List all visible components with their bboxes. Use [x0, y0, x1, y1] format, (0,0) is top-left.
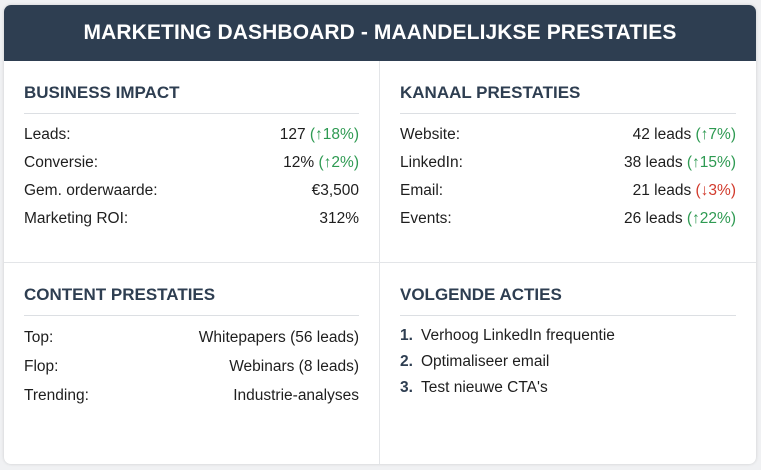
metric-row: Leads: 127 (↑18%): [24, 121, 359, 149]
action-number: 1.: [400, 327, 413, 344]
metric-row: Marketing ROI: 312%: [24, 205, 359, 233]
kanaal-prestaties-panel: KANAAL PRESTATIES Website: 42 leads (↑7%…: [380, 61, 756, 263]
action-list: 1. Verhoog LinkedIn frequentie 2. Optima…: [400, 323, 736, 401]
trend-down: (↓3%): [695, 182, 736, 199]
panel-title: CONTENT PRESTATIES: [24, 285, 359, 316]
content-value: Industrie-analyses: [233, 386, 359, 404]
channel-value: 26 leads (↑22%): [623, 210, 736, 227]
channel-value: 38 leads (↑15%): [623, 154, 736, 171]
metric-label: Gem. orderwaarde:: [24, 182, 158, 199]
channel-row: Email: 21 leads (↓3%): [400, 177, 736, 205]
metric-value: 127 (↑18%): [279, 126, 359, 143]
channel-value: 21 leads (↓3%): [632, 182, 736, 199]
channel-value: 42 leads (↑7%): [632, 126, 736, 143]
trend-up: (↑2%): [318, 154, 359, 171]
dashboard-header: MARKETING DASHBOARD - MAANDELIJKSE PREST…: [4, 5, 756, 61]
page-title: MARKETING DASHBOARD - MAANDELIJKSE PREST…: [83, 21, 677, 44]
content-row: Trending: Industrie-analyses: [24, 381, 359, 410]
panel-title: VOLGENDE ACTIES: [400, 285, 736, 316]
content-value: Whitepapers (56 leads): [198, 328, 359, 346]
action-text: Verhoog LinkedIn frequentie: [421, 327, 615, 344]
metric-label: Conversie:: [24, 154, 99, 171]
trend-up: (↑7%): [695, 126, 736, 143]
trend-up: (↑18%): [309, 126, 359, 143]
panel-grid: BUSINESS IMPACT Leads: 127 (↑18%) Conver…: [4, 61, 756, 464]
content-value: Webinars (8 leads): [229, 357, 359, 375]
channel-row: LinkedIn: 38 leads (↑15%): [400, 149, 736, 177]
channel-row: Website: 42 leads (↑7%): [400, 121, 736, 149]
panel-title: KANAAL PRESTATIES: [400, 83, 736, 114]
trend-up: (↑15%): [686, 154, 736, 171]
channel-label: Events:: [400, 210, 452, 227]
content-row: Flop: Webinars (8 leads): [24, 352, 359, 381]
action-item: 1. Verhoog LinkedIn frequentie: [400, 323, 736, 349]
action-item: 3. Test nieuwe CTA's: [400, 375, 736, 401]
content-row: Top: Whitepapers (56 leads): [24, 323, 359, 352]
content-list: Top: Whitepapers (56 leads) Flop: Webina…: [24, 323, 359, 410]
channel-label: Website:: [400, 126, 461, 143]
metric-label: Leads:: [24, 126, 71, 143]
content-prestaties-panel: CONTENT PRESTATIES Top: Whitepapers (56 …: [4, 263, 380, 464]
action-text: Optimaliseer email: [421, 353, 550, 370]
metric-value: €3,500: [311, 182, 359, 199]
content-label: Top:: [24, 328, 54, 346]
metric-value: 12% (↑2%): [283, 154, 359, 171]
action-text: Test nieuwe CTA's: [421, 379, 548, 396]
action-item: 2. Optimaliseer email: [400, 349, 736, 375]
metric-value: 312%: [319, 210, 359, 227]
volgende-acties-panel: VOLGENDE ACTIES 1. Verhoog LinkedIn freq…: [380, 263, 756, 464]
channel-label: LinkedIn:: [400, 154, 463, 171]
content-label: Trending:: [24, 386, 89, 404]
trend-up: (↑22%): [686, 210, 736, 227]
panel-title: BUSINESS IMPACT: [24, 83, 359, 114]
business-impact-panel: BUSINESS IMPACT Leads: 127 (↑18%) Conver…: [4, 61, 380, 263]
content-label: Flop:: [24, 357, 59, 375]
action-number: 2.: [400, 353, 413, 370]
metric-row: Gem. orderwaarde: €3,500: [24, 177, 359, 205]
channel-row: Events: 26 leads (↑22%): [400, 205, 736, 233]
metric-row: Conversie: 12% (↑2%): [24, 149, 359, 177]
channel-label: Email:: [400, 182, 444, 199]
dashboard-card: MARKETING DASHBOARD - MAANDELIJKSE PREST…: [4, 5, 756, 464]
metric-label: Marketing ROI:: [24, 210, 129, 227]
action-number: 3.: [400, 379, 413, 396]
